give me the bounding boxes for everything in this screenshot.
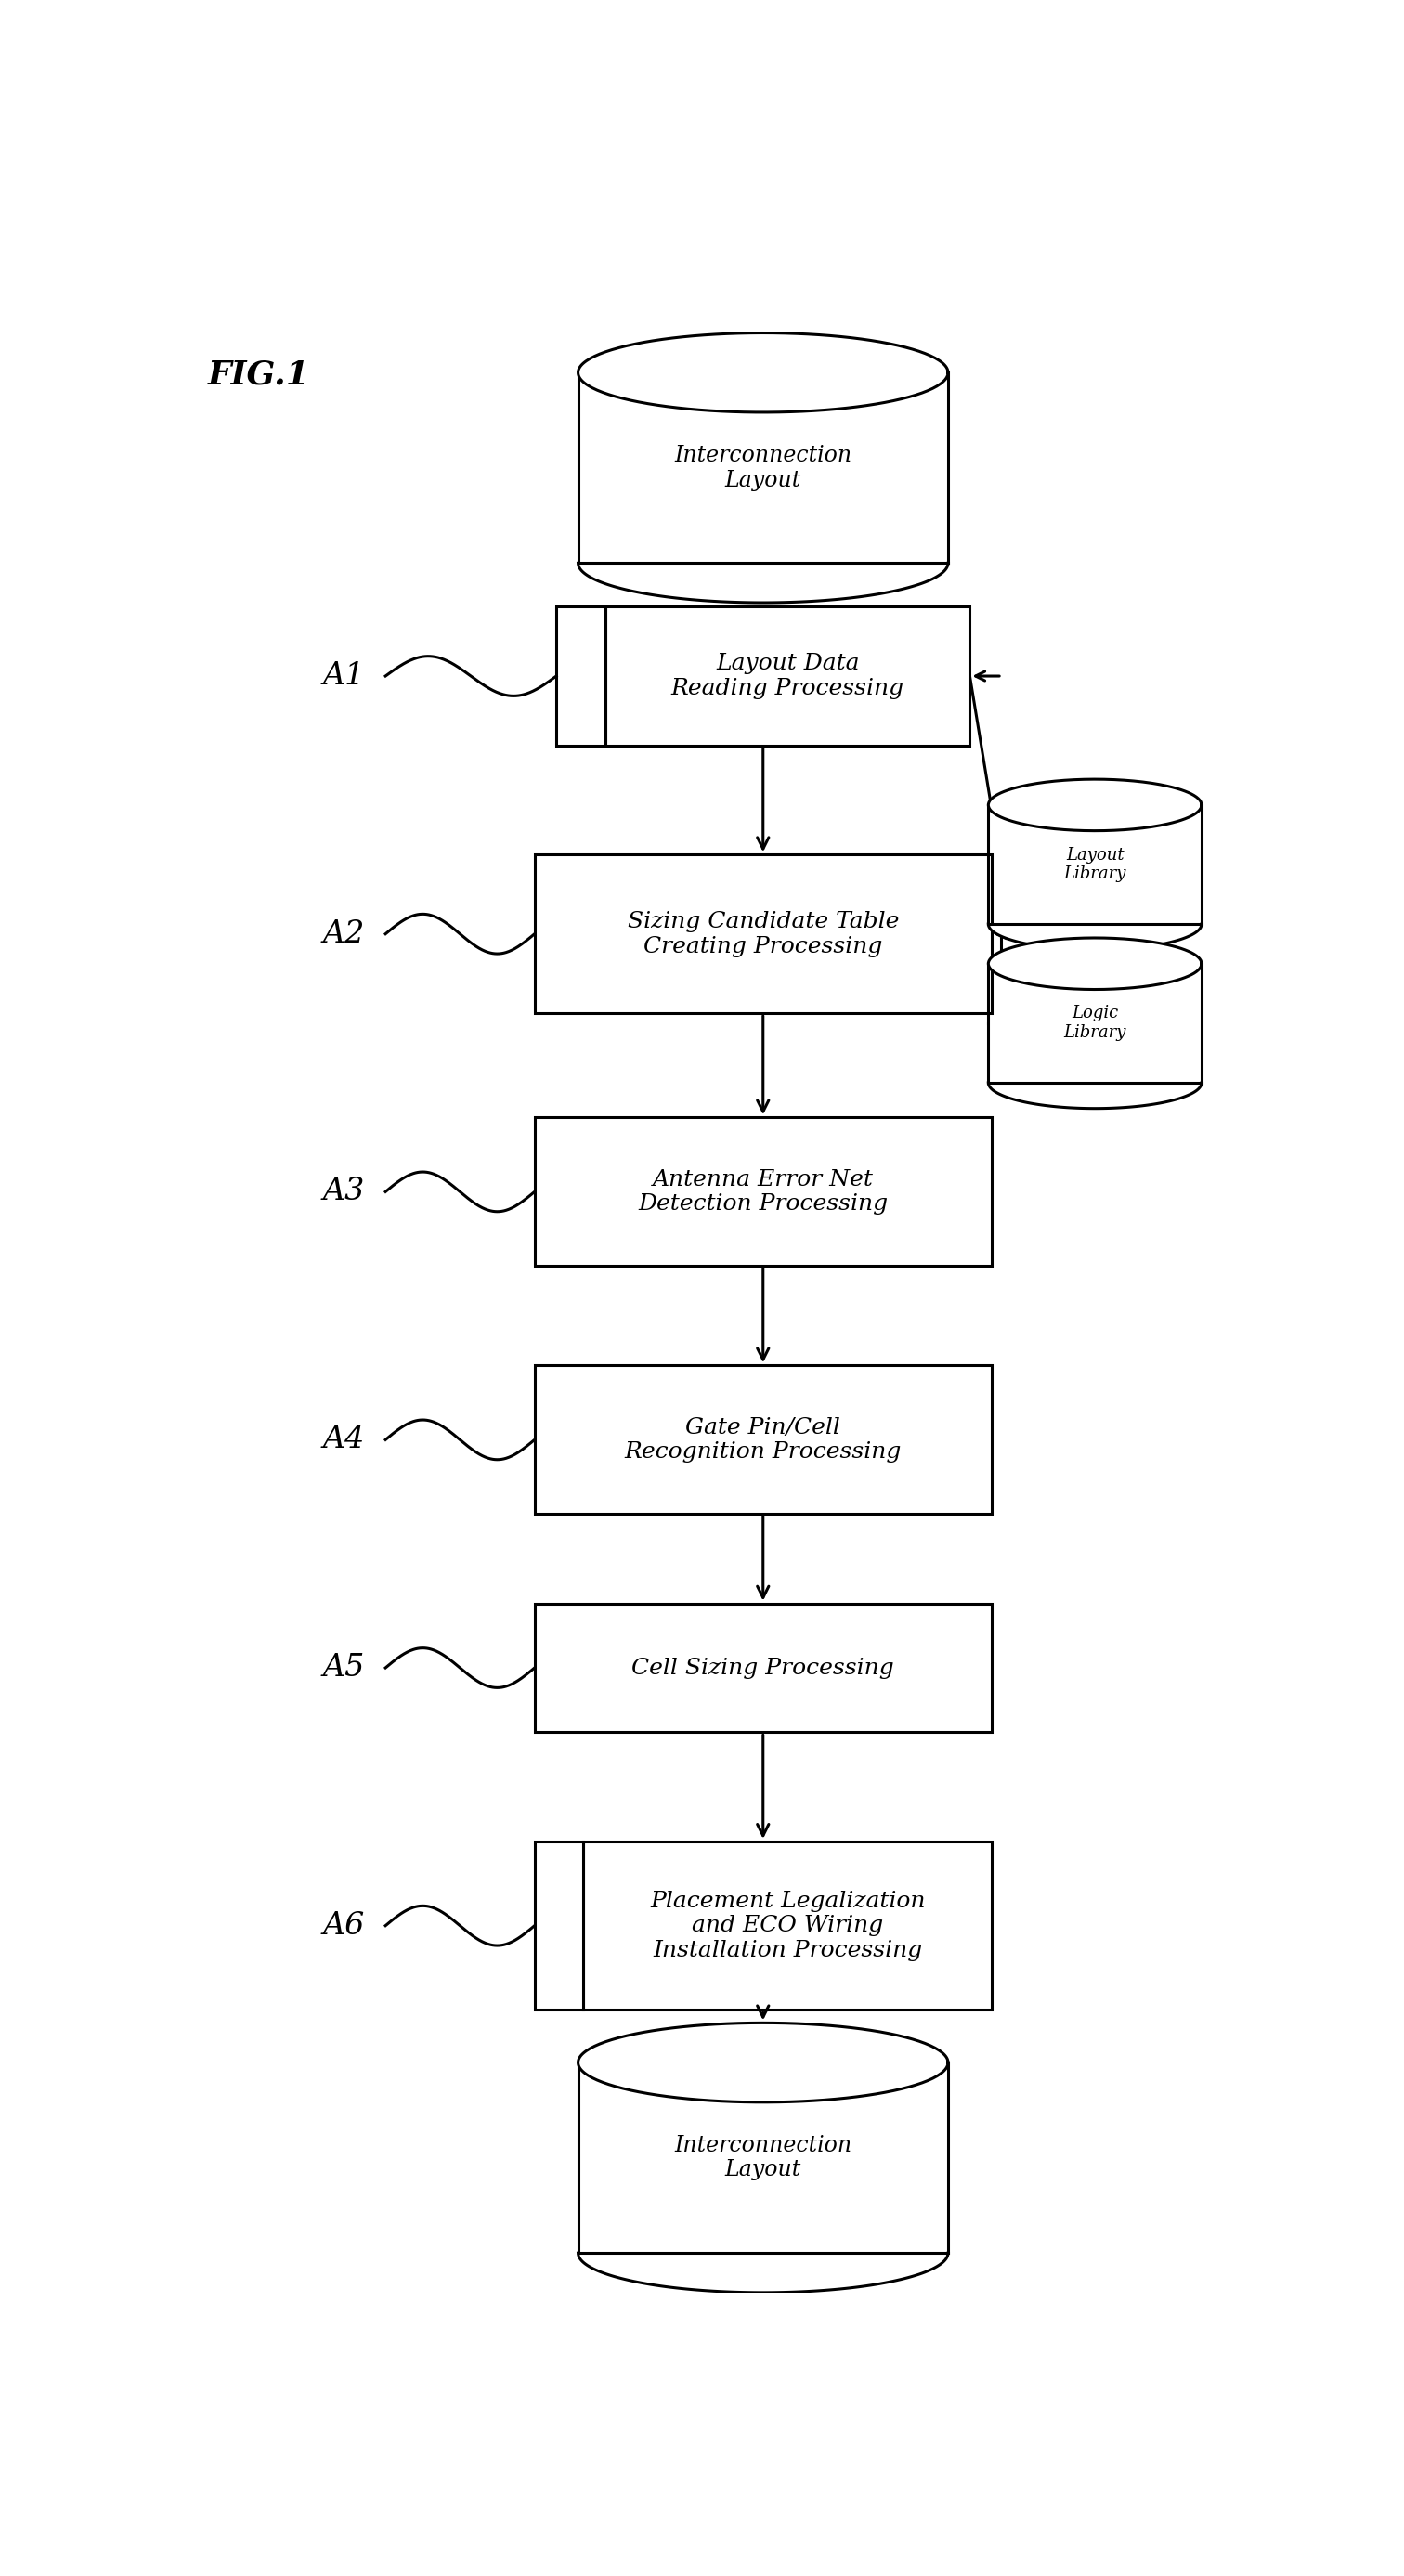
Text: A5: A5 [323,1654,365,1682]
Polygon shape [988,963,1202,1082]
Polygon shape [578,374,948,564]
Polygon shape [988,804,1202,925]
Text: A2: A2 [323,920,365,948]
Bar [535,1365,991,1515]
Bar [556,608,605,744]
Text: A3: A3 [323,1177,365,1206]
Bar [535,855,991,1012]
Polygon shape [988,938,1202,989]
Text: Cell Sizing Processing: Cell Sizing Processing [632,1656,894,1680]
Text: Layout Data
Reading Processing: Layout Data Reading Processing [671,654,904,698]
Bar [535,1118,991,1267]
Bar [535,1842,584,2009]
Text: Gate Pin/Cell
Recognition Processing: Gate Pin/Cell Recognition Processing [625,1417,901,1463]
Polygon shape [578,2063,948,2254]
Text: A4: A4 [323,1425,365,1455]
Bar [605,608,970,744]
Text: Interconnection
Layout: Interconnection Layout [674,446,852,492]
Text: A1: A1 [323,662,365,690]
Text: FIG.1: FIG.1 [208,358,310,392]
Polygon shape [578,332,948,412]
Bar [535,1602,991,1731]
Bar [584,1842,991,2009]
Text: A6: A6 [323,1911,365,1940]
Text: Sizing Candidate Table
Creating Processing: Sizing Candidate Table Creating Processi… [628,912,899,956]
Text: Logic
Library: Logic Library [1064,1005,1126,1041]
Polygon shape [578,2022,948,2102]
Polygon shape [988,778,1202,832]
Text: Layout
Library: Layout Library [1064,848,1126,884]
Text: Antenna Error Net
Detection Processing: Antenna Error Net Detection Processing [639,1170,887,1216]
Text: Placement Legalization
and ECO Wiring
Installation Processing: Placement Legalization and ECO Wiring In… [650,1891,925,1960]
Text: Interconnection
Layout: Interconnection Layout [674,2136,852,2182]
